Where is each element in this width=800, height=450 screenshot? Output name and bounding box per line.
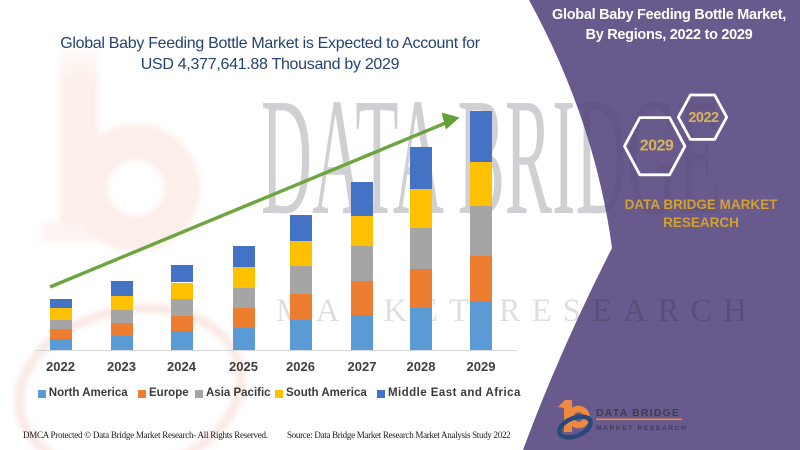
svg-text:DATA BRIDGE: DATA BRIDGE: [596, 407, 680, 419]
svg-text:MARKET RESEARCH: MARKET RESEARCH: [596, 425, 688, 432]
svg-text:2022: 2022: [688, 110, 719, 126]
svg-text:2029: 2029: [640, 138, 674, 155]
